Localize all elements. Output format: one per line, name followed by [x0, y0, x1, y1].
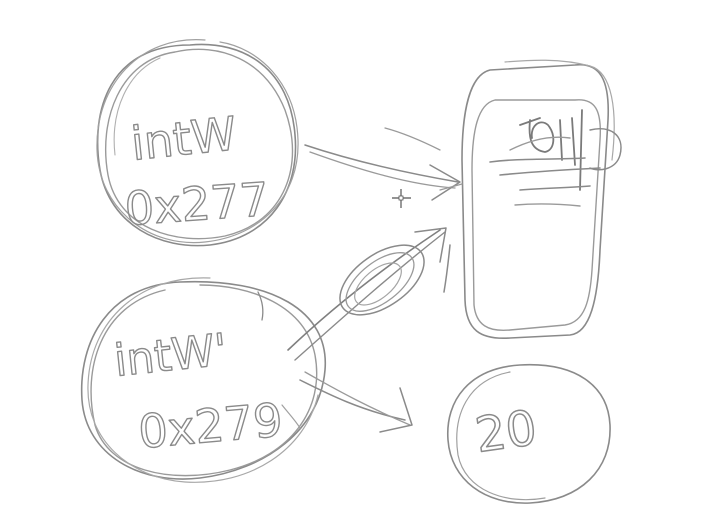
- crosshair-cursor-icon: [392, 189, 411, 208]
- value-circle: [447, 363, 611, 504]
- top-address-label: 0x277: [123, 172, 271, 236]
- memory-block: [461, 59, 615, 340]
- stray-stroke: [257, 291, 264, 321]
- bottom-type-label: intW': [112, 324, 230, 387]
- top-variable-circle: [96, 39, 299, 247]
- bottom-variable-circle: [80, 277, 326, 483]
- arrow-bottom-to-value: [281, 371, 413, 433]
- memory-block-scribble: [489, 109, 622, 207]
- bottom-address-label: 0x279: [136, 393, 284, 459]
- top-type-label: intW: [129, 106, 240, 171]
- arrow-bottom-to-memory: [287, 227, 451, 361]
- value-label: 20: [472, 400, 540, 464]
- arrow-top-to-memory: [304, 127, 463, 201]
